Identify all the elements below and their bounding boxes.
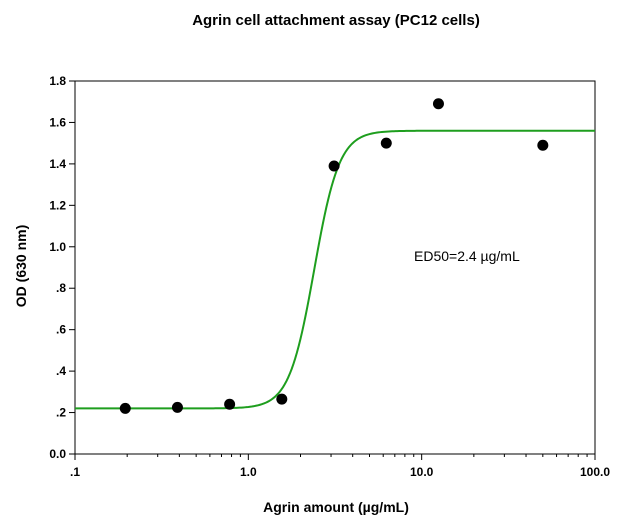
y-tick-label: .4 bbox=[56, 364, 66, 378]
ed50-annotation: ED50=2.4 µg/mL bbox=[414, 248, 520, 264]
y-tick-label: 1.2 bbox=[49, 198, 66, 212]
data-point bbox=[171, 401, 183, 413]
y-tick-label: 1.4 bbox=[49, 157, 66, 171]
x-tick-label: .1 bbox=[70, 465, 80, 479]
plot-area: 0.0 .2 .4 .6 .8 1.0 1.2 1.4 1.6 1.8 .1 1.0 10.0 100.0 bbox=[49, 74, 610, 479]
x-tick-label: 10.0 bbox=[410, 465, 434, 479]
x-tick-label: 100.0 bbox=[580, 465, 610, 479]
y-tick-label: 1.0 bbox=[49, 240, 66, 254]
y-axis-label: OD (630 nm) bbox=[13, 225, 29, 307]
y-tick-label: 0.0 bbox=[49, 447, 66, 461]
data-point bbox=[119, 402, 131, 414]
y-tick-label: 1.6 bbox=[49, 115, 66, 129]
x-axis-label: Agrin amount (µg/mL) bbox=[263, 499, 409, 515]
y-tick-label: .6 bbox=[56, 323, 66, 337]
x-tick-label: 1.0 bbox=[240, 465, 257, 479]
data-point bbox=[537, 139, 549, 151]
y-tick-label: .8 bbox=[56, 281, 66, 295]
data-point bbox=[328, 160, 340, 172]
plot-frame bbox=[74, 80, 596, 455]
data-point bbox=[432, 98, 444, 110]
y-tick-label: 1.8 bbox=[49, 74, 66, 88]
data-point bbox=[276, 393, 288, 405]
chart-title: Agrin cell attachment assay (PC12 cells) bbox=[192, 12, 480, 29]
data-point bbox=[224, 398, 236, 410]
fit-curve bbox=[75, 129, 595, 410]
data-point bbox=[380, 137, 392, 149]
y-tick-label: .2 bbox=[56, 406, 66, 420]
